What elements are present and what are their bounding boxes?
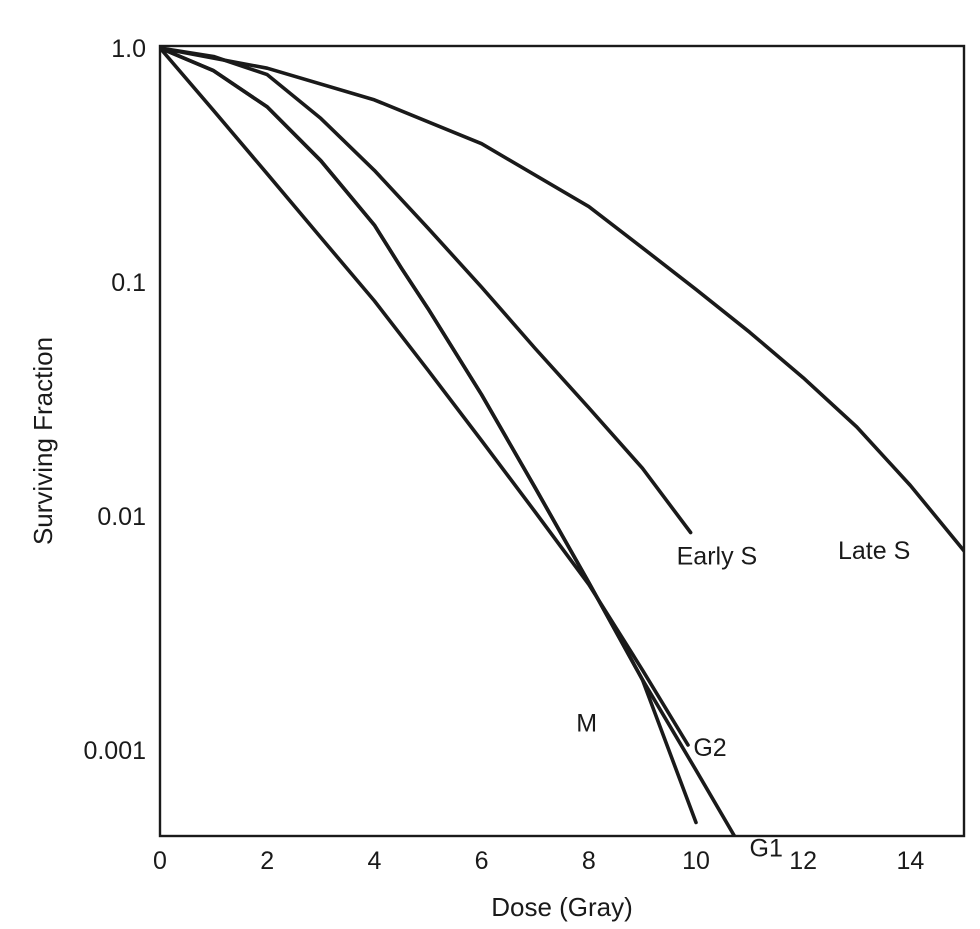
series-labels: M G2 G1 Early S Late S xyxy=(576,537,910,863)
x-tick-label: 4 xyxy=(367,847,381,875)
y-axis-title: Surviving Fraction xyxy=(28,337,58,545)
x-tick-label: 14 xyxy=(896,847,924,875)
y-tick-label: 0.1 xyxy=(111,269,146,297)
series-line-m xyxy=(160,46,690,747)
y-tick-label: 0.001 xyxy=(83,737,146,765)
series-line-late-s xyxy=(160,46,964,553)
x-tick-labels: 0 2 4 6 8 10 12 14 xyxy=(153,847,924,875)
y-tick-label: 1.0 xyxy=(111,35,146,63)
series-curves xyxy=(160,46,964,836)
x-tick-label: 0 xyxy=(153,847,167,875)
series-line-g1 xyxy=(160,46,737,836)
series-label-g2: G2 xyxy=(693,734,726,762)
x-axis-title: Dose (Gray) xyxy=(491,892,633,922)
series-line-g2 xyxy=(160,46,698,825)
series-label-m: M xyxy=(576,709,597,737)
y-tick-labels: 1.0 0.1 0.01 0.001 xyxy=(83,35,146,765)
series-label-late-s: Late S xyxy=(838,537,910,565)
series-label-g1: G1 xyxy=(750,834,783,862)
series-label-early-s: Early S xyxy=(677,543,758,571)
y-tick-label: 0.01 xyxy=(97,503,146,531)
x-tick-label: 10 xyxy=(682,847,710,875)
x-tick-label: 12 xyxy=(789,847,817,875)
x-tick-label: 2 xyxy=(260,847,274,875)
x-tick-label: 8 xyxy=(582,847,596,875)
x-tick-label: 6 xyxy=(475,847,489,875)
plot-frame xyxy=(158,44,966,838)
series-line-early-s xyxy=(160,46,693,535)
